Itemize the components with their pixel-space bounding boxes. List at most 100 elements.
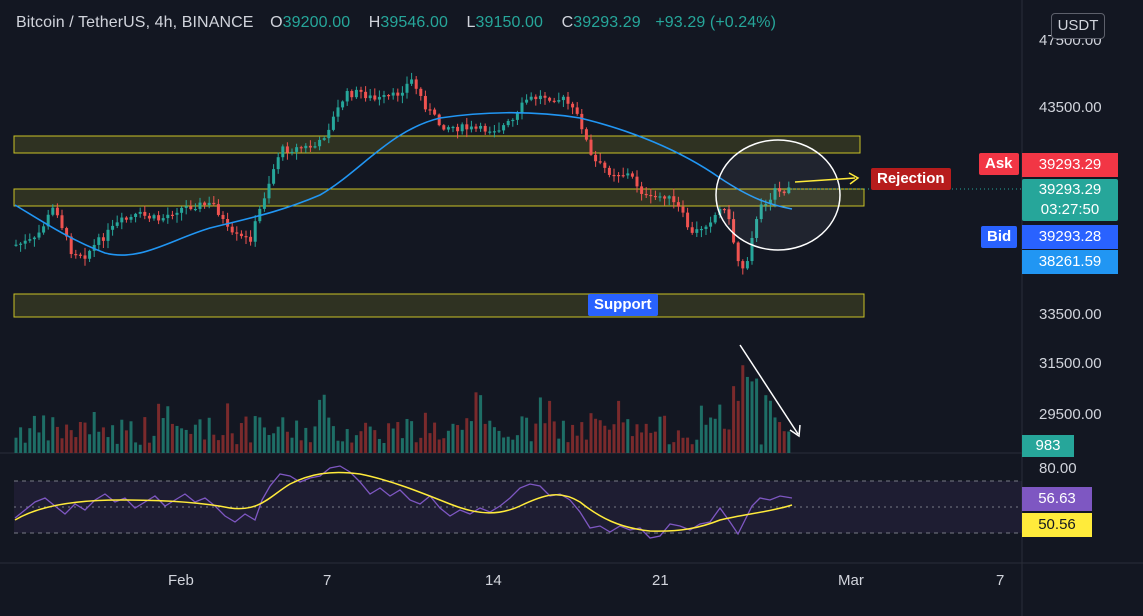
volume-bar	[212, 434, 216, 453]
currency-button[interactable]: USDT	[1051, 13, 1105, 39]
volume-bar	[285, 431, 289, 453]
rsi-level-80: 80.00	[1039, 460, 1077, 477]
candle-body	[621, 175, 625, 177]
candle-body	[313, 146, 317, 148]
volume-bar	[474, 392, 478, 453]
volume-bar	[736, 400, 740, 453]
volume-bar	[55, 426, 59, 453]
volume-bar	[230, 433, 234, 453]
candle-body	[226, 219, 230, 227]
candle-body	[607, 167, 611, 175]
candle-body	[681, 206, 685, 213]
candle-body	[51, 207, 55, 215]
volume-bar	[336, 440, 340, 453]
volume-bar	[290, 437, 294, 453]
candle-body	[308, 145, 312, 148]
rejection-arrow[interactable]	[794, 177, 856, 183]
volume-bar	[387, 423, 391, 453]
candle-body	[134, 213, 138, 217]
volume-bar	[78, 422, 82, 453]
candle-body	[249, 236, 253, 242]
candle-body	[359, 89, 363, 92]
volume-bar	[147, 442, 151, 453]
volume-bar	[732, 386, 736, 453]
candle-body	[97, 237, 101, 245]
candle-body	[230, 226, 234, 233]
candle-body	[653, 195, 657, 198]
candle-body	[492, 131, 496, 133]
volume-bar	[497, 430, 501, 453]
volume-bar	[175, 425, 179, 453]
volume-bar	[566, 442, 570, 453]
candle-body	[423, 95, 427, 110]
candle-body	[626, 173, 630, 176]
volume-bar	[538, 397, 542, 453]
candle-body	[465, 124, 469, 130]
candle-body	[525, 99, 529, 103]
support-label[interactable]: Support	[588, 294, 658, 316]
symbol-legend[interactable]: Bitcoin / TetherUS, 4h, BINANCE O39200.0…	[16, 14, 776, 32]
candle-body	[690, 227, 694, 233]
rejection-label[interactable]: Rejection	[871, 168, 951, 190]
candle-body	[32, 237, 36, 240]
candle-body	[630, 173, 634, 177]
price-tick-43500: 43500.00	[1039, 99, 1102, 116]
volume-bar	[575, 435, 579, 453]
time-label-mar: Mar	[838, 572, 864, 589]
candle-body	[152, 215, 156, 219]
volume-bar	[727, 429, 731, 453]
volume-bar	[134, 442, 138, 453]
volume-bar	[272, 433, 276, 453]
candle-body	[575, 107, 579, 114]
volume-bar	[722, 428, 726, 453]
volume-bar	[244, 416, 248, 453]
volume-bar	[226, 403, 230, 453]
volume-bar	[83, 422, 87, 453]
volume-bar	[396, 422, 400, 453]
candle-body	[580, 113, 584, 130]
candle-body	[138, 211, 142, 214]
volume-decline-arrow[interactable]	[739, 344, 799, 435]
volume-bar	[612, 424, 616, 453]
rejection-ellipse[interactable]	[715, 139, 841, 251]
candle-body	[649, 194, 653, 197]
candle-body	[373, 95, 377, 100]
candle-body	[727, 209, 731, 220]
candle-body	[272, 169, 276, 184]
rejection-arrow-head	[848, 172, 860, 185]
volume-bar	[584, 439, 588, 453]
bid-label: Bid	[981, 226, 1018, 248]
volume-bar	[170, 423, 174, 453]
candle-body	[322, 138, 326, 140]
mid-zone[interactable]	[13, 188, 865, 207]
volume-bar	[23, 442, 27, 453]
candle-body	[699, 228, 703, 231]
candle-body	[267, 183, 271, 199]
volume-bar	[101, 427, 105, 453]
volume-bar	[488, 420, 492, 453]
candle-body	[764, 204, 768, 206]
volume-bar	[552, 421, 556, 453]
symbol-title[interactable]: Bitcoin / TetherUS, 4h, BINANCE	[16, 14, 254, 31]
support-zone[interactable]	[13, 293, 865, 318]
candle-body	[161, 218, 165, 221]
rsi-ma-value-tag: 50.56	[1022, 513, 1092, 537]
candle-body	[207, 202, 211, 206]
candle-body	[14, 244, 18, 246]
volume-bar	[773, 417, 777, 453]
volume-bar	[686, 437, 690, 453]
volume-bar	[180, 428, 184, 453]
volume-bar	[377, 438, 381, 453]
candle-body	[410, 79, 414, 84]
candle-body	[124, 217, 128, 220]
candle-body	[488, 131, 492, 133]
volume-bar	[239, 423, 243, 453]
volume-bar	[626, 419, 630, 453]
candle-body	[129, 216, 133, 220]
candle-body	[511, 119, 515, 122]
volume-bar	[414, 442, 418, 453]
candle-body	[534, 96, 538, 100]
volume-bar	[161, 418, 165, 453]
resistance-zone[interactable]	[13, 135, 861, 154]
